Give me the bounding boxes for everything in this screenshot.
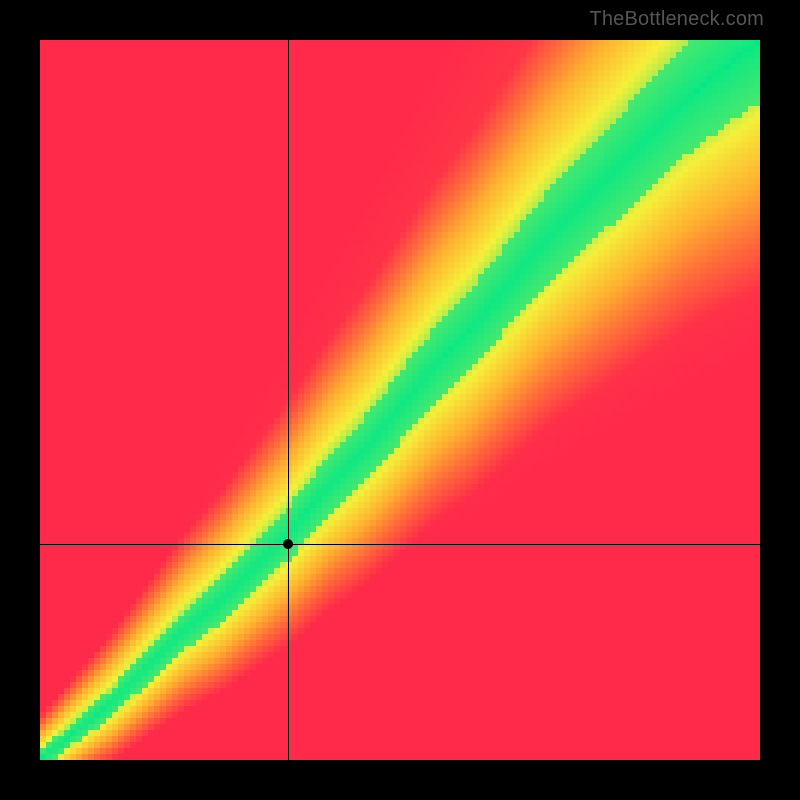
bottleneck-heatmap <box>40 40 760 760</box>
watermark-text: TheBottleneck.com <box>589 8 764 31</box>
crosshair-vertical <box>288 40 289 760</box>
crosshair-horizontal <box>40 544 760 545</box>
